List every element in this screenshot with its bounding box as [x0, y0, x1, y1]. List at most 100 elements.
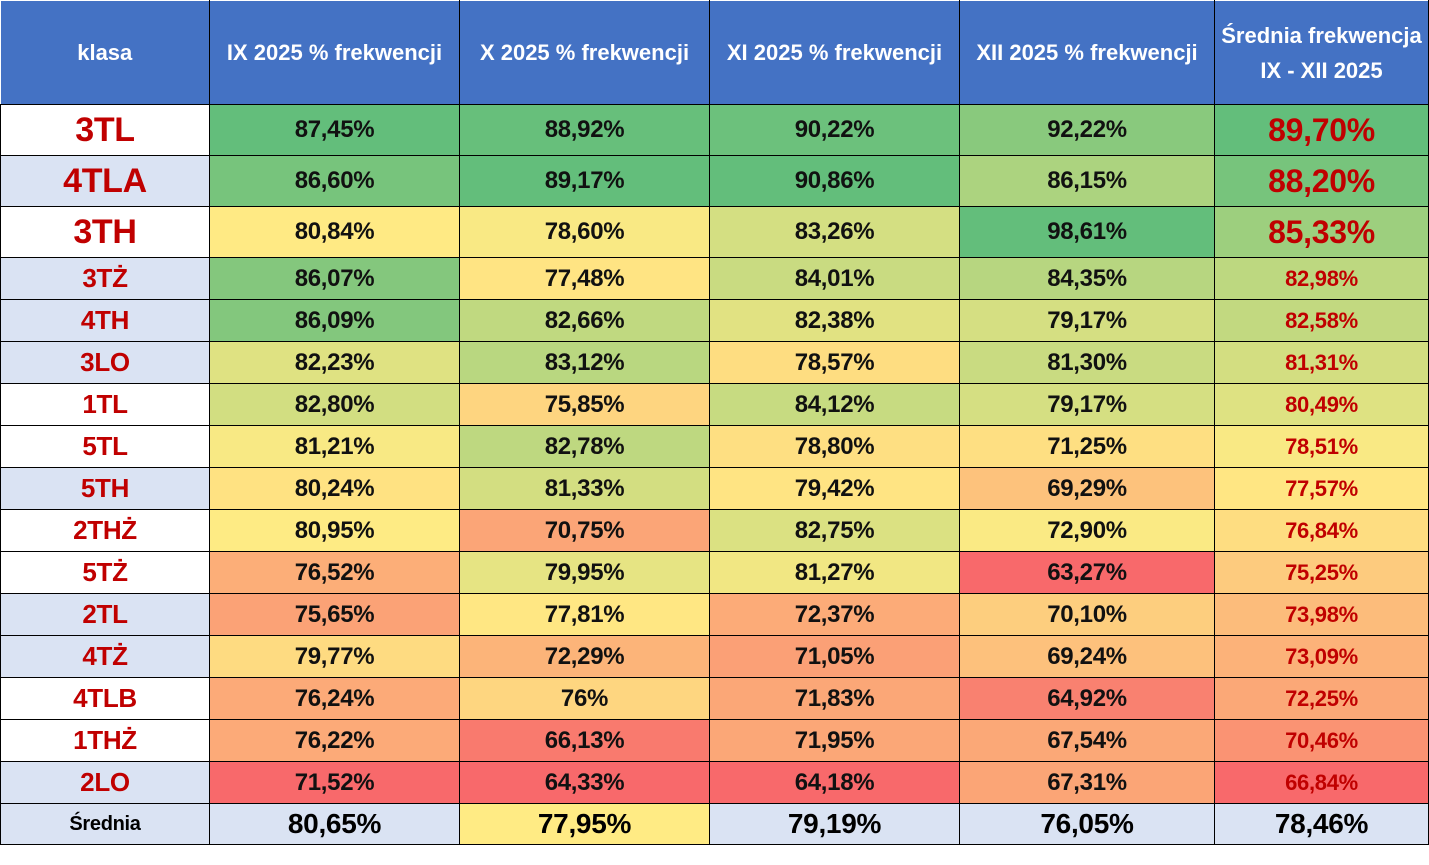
attendance-ix: 86,60%: [209, 155, 460, 207]
attendance-average: 70,46%: [1214, 719, 1429, 762]
header-klasa: klasa: [0, 0, 210, 105]
attendance-xi: 71,05%: [709, 635, 960, 678]
attendance-x: 77,48%: [459, 257, 710, 300]
class-name: 3LO: [0, 341, 210, 384]
table-row: 3LO 82,23% 83,12% 78,57% 81,30% 81,31%: [0, 341, 1429, 384]
attendance-xi: 72,37%: [709, 593, 960, 636]
attendance-x: 82,78%: [459, 425, 710, 468]
attendance-x: 66,13%: [459, 719, 710, 762]
average-label: Średnia: [0, 803, 210, 845]
class-name: 1THŻ: [0, 719, 210, 762]
attendance-x: 88,92%: [459, 104, 710, 156]
table-row: 1TL 82,80% 75,85% 84,12% 79,17% 80,49%: [0, 383, 1429, 426]
table-row: 4TŻ 79,77% 72,29% 71,05% 69,24% 73,09%: [0, 635, 1429, 678]
average-row: Średnia 80,65% 77,95% 79,19% 76,05% 78,46%: [0, 803, 1429, 845]
attendance-ix: 75,65%: [209, 593, 460, 636]
attendance-average: 82,98%: [1214, 257, 1429, 300]
table-row: 4TLB 76,24% 76% 71,83% 64,92% 72,25%: [0, 677, 1429, 720]
header-ix: IX 2025 % frekwencji: [209, 0, 460, 105]
attendance-xi: 71,83%: [709, 677, 960, 720]
table-row: 3TH 80,84% 78,60% 83,26% 98,61% 85,33%: [0, 206, 1429, 258]
attendance-xii: 70,10%: [959, 593, 1215, 636]
attendance-xii: 63,27%: [959, 551, 1215, 594]
attendance-ix: 81,21%: [209, 425, 460, 468]
attendance-ix: 80,84%: [209, 206, 460, 258]
header-xii: XII 2025 % frekwencji: [959, 0, 1215, 105]
attendance-x: 72,29%: [459, 635, 710, 678]
attendance-xi: 78,80%: [709, 425, 960, 468]
table-row: 1THŻ 76,22% 66,13% 71,95% 67,54% 70,46%: [0, 719, 1429, 762]
attendance-xii: 67,31%: [959, 761, 1215, 804]
attendance-ix: 82,23%: [209, 341, 460, 384]
attendance-xii: 98,61%: [959, 206, 1215, 258]
attendance-xii: 92,22%: [959, 104, 1215, 156]
attendance-ix: 80,24%: [209, 467, 460, 510]
attendance-average: 82,58%: [1214, 299, 1429, 342]
attendance-xii: 86,15%: [959, 155, 1215, 207]
attendance-xii: 72,90%: [959, 509, 1215, 552]
header-xi: XI 2025 % frekwencji: [709, 0, 960, 105]
overall-average-xi: 79,19%: [709, 803, 960, 845]
attendance-xi: 84,12%: [709, 383, 960, 426]
attendance-xii: 69,24%: [959, 635, 1215, 678]
table-row: 2TL 75,65% 77,81% 72,37% 70,10% 73,98%: [0, 593, 1429, 636]
attendance-xi: 78,57%: [709, 341, 960, 384]
attendance-ix: 87,45%: [209, 104, 460, 156]
class-name: 3TŻ: [0, 257, 210, 300]
attendance-xi: 84,01%: [709, 257, 960, 300]
class-name: 5TŻ: [0, 551, 210, 594]
class-name: 3TH: [0, 206, 210, 258]
header-x: X 2025 % frekwencji: [459, 0, 710, 105]
header-row: klasa IX 2025 % frekwencji X 2025 % frekwe…: [0, 0, 1429, 105]
attendance-xi: 64,18%: [709, 761, 960, 804]
attendance-average: 66,84%: [1214, 761, 1429, 804]
class-name: 1TL: [0, 383, 210, 426]
attendance-ix: 76,24%: [209, 677, 460, 720]
attendance-average: 75,25%: [1214, 551, 1429, 594]
attendance-ix: 79,77%: [209, 635, 460, 678]
header-average: Średnia frekwencja IX - XII 2025: [1214, 0, 1429, 105]
attendance-average: 80,49%: [1214, 383, 1429, 426]
class-name: 5TH: [0, 467, 210, 510]
attendance-xi: 83,26%: [709, 206, 960, 258]
attendance-xi: 82,38%: [709, 299, 960, 342]
attendance-xi: 90,22%: [709, 104, 960, 156]
attendance-x: 64,33%: [459, 761, 710, 804]
attendance-x: 81,33%: [459, 467, 710, 510]
table-row: 3TL 87,45% 88,92% 90,22% 92,22% 89,70%: [0, 104, 1429, 156]
overall-average-xii: 76,05%: [959, 803, 1215, 845]
attendance-average: 88,20%: [1214, 155, 1429, 207]
attendance-x: 75,85%: [459, 383, 710, 426]
attendance-xii: 64,92%: [959, 677, 1215, 720]
table-row: 5TH 80,24% 81,33% 79,42% 69,29% 77,57%: [0, 467, 1429, 510]
table-row: 3TŻ 86,07% 77,48% 84,01% 84,35% 82,98%: [0, 257, 1429, 300]
class-name: 4TLA: [0, 155, 210, 207]
attendance-xii: 79,17%: [959, 383, 1215, 426]
attendance-xii: 67,54%: [959, 719, 1215, 762]
attendance-average: 77,57%: [1214, 467, 1429, 510]
overall-average-x: 77,95%: [459, 803, 710, 845]
table-row: 2LO 71,52% 64,33% 64,18% 67,31% 66,84%: [0, 761, 1429, 804]
attendance-xi: 90,86%: [709, 155, 960, 207]
attendance-xii: 69,29%: [959, 467, 1215, 510]
attendance-average: 72,25%: [1214, 677, 1429, 720]
attendance-ix: 76,22%: [209, 719, 460, 762]
overall-average-total: 78,46%: [1214, 803, 1429, 845]
attendance-average: 89,70%: [1214, 104, 1429, 156]
table-row: 2THŻ 80,95% 70,75% 82,75% 72,90% 76,84%: [0, 509, 1429, 552]
attendance-x: 76%: [459, 677, 710, 720]
attendance-x: 70,75%: [459, 509, 710, 552]
attendance-ix: 76,52%: [209, 551, 460, 594]
attendance-x: 82,66%: [459, 299, 710, 342]
attendance-xi: 81,27%: [709, 551, 960, 594]
attendance-ix: 86,07%: [209, 257, 460, 300]
table-row: 4TLA 86,60% 89,17% 90,86% 86,15% 88,20%: [0, 155, 1429, 207]
overall-average-ix: 80,65%: [209, 803, 460, 845]
class-name: 2THŻ: [0, 509, 210, 552]
attendance-x: 77,81%: [459, 593, 710, 636]
attendance-xii: 84,35%: [959, 257, 1215, 300]
class-name: 2LO: [0, 761, 210, 804]
attendance-xii: 79,17%: [959, 299, 1215, 342]
attendance-xi: 82,75%: [709, 509, 960, 552]
attendance-table: klasa IX 2025 % frekwencji X 2025 % frekwe…: [0, 0, 1429, 845]
